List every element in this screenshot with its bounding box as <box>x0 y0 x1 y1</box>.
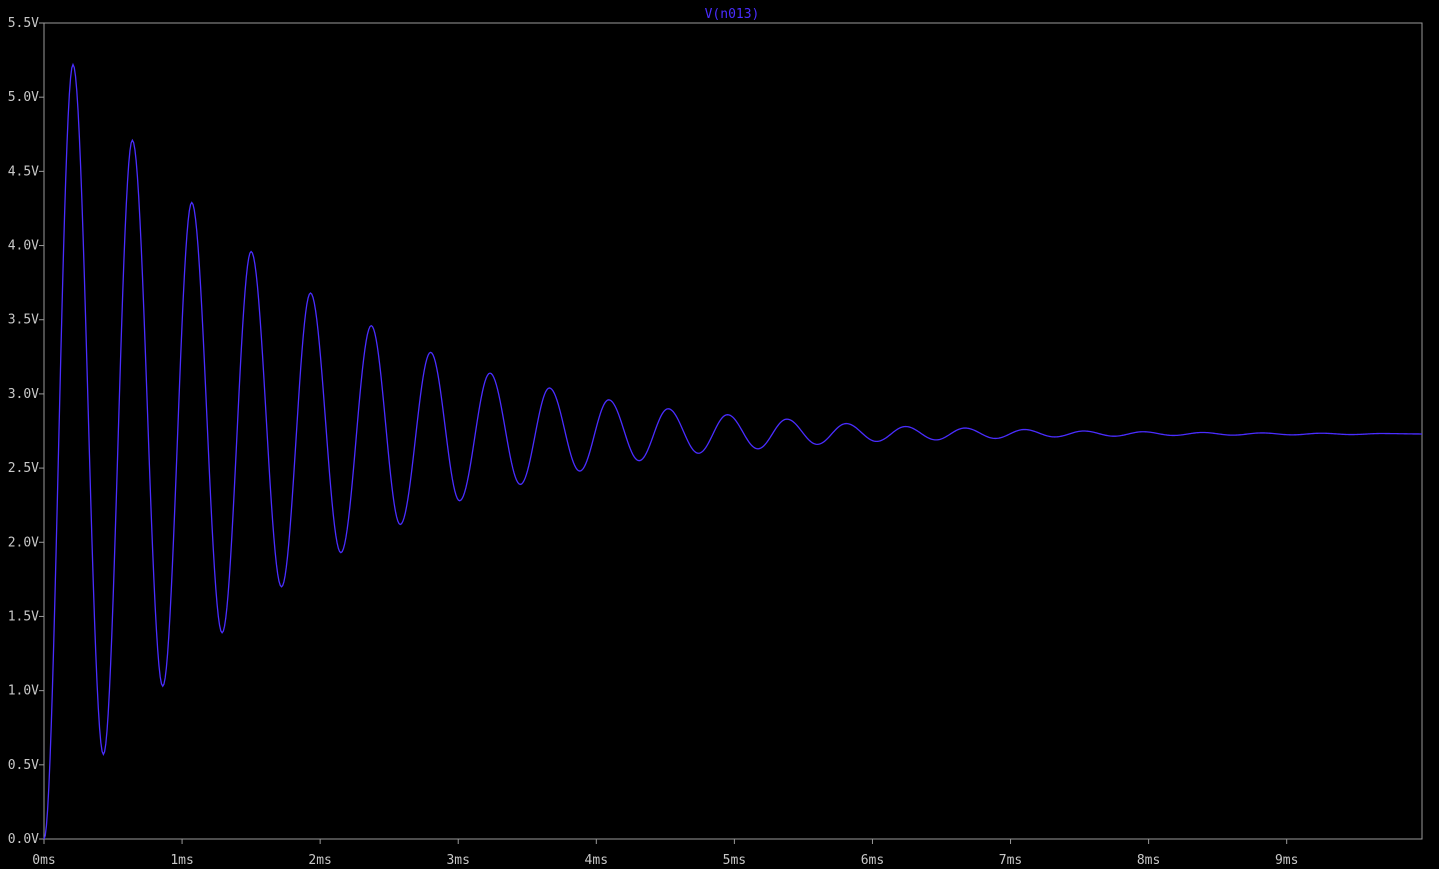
y-tick-label: 5.5V <box>8 16 39 31</box>
x-axis: 0ms 1ms 2ms 3ms 4ms 5ms 6ms 7ms 8ms 9ms <box>32 839 1298 868</box>
y-tick-label: 2.5V <box>8 461 39 476</box>
x-tick-label: 9ms <box>1275 853 1298 868</box>
x-tick-label: 0ms <box>32 853 55 868</box>
x-tick-label: 2ms <box>308 853 331 868</box>
y-axis: 0.0V 0.5V 1.0V 1.5V 2.0V 2.5V 3.0V 3.5V 4.0V 4.5V… <box>8 16 44 847</box>
x-tick-label: 8ms <box>1137 853 1160 868</box>
x-tick-label: 5ms <box>723 853 746 868</box>
y-tick-label: 3.0V <box>8 387 39 402</box>
plot-frame <box>43 22 1423 840</box>
x-tick-label: 1ms <box>170 853 193 868</box>
x-tick-label: 3ms <box>446 853 469 868</box>
y-tick-label: 0.5V <box>8 758 39 773</box>
x-tick-label: 6ms <box>861 853 884 868</box>
x-tick-label: 7ms <box>999 853 1022 868</box>
y-tick-label: 4.0V <box>8 239 39 254</box>
trace-title[interactable]: V(n013) <box>705 7 760 22</box>
y-tick-label: 5.0V <box>8 90 39 105</box>
y-tick-label: 4.5V <box>8 164 39 179</box>
y-tick-label: 2.0V <box>8 535 39 550</box>
y-tick-label: 3.5V <box>8 313 39 328</box>
y-tick-label: 1.5V <box>8 609 39 624</box>
y-tick-label: 1.0V <box>8 684 39 699</box>
trace-v-n013[interactable] <box>43 62 1422 840</box>
x-tick-label: 4ms <box>585 853 608 868</box>
y-tick-label: 0.0V <box>8 832 39 847</box>
